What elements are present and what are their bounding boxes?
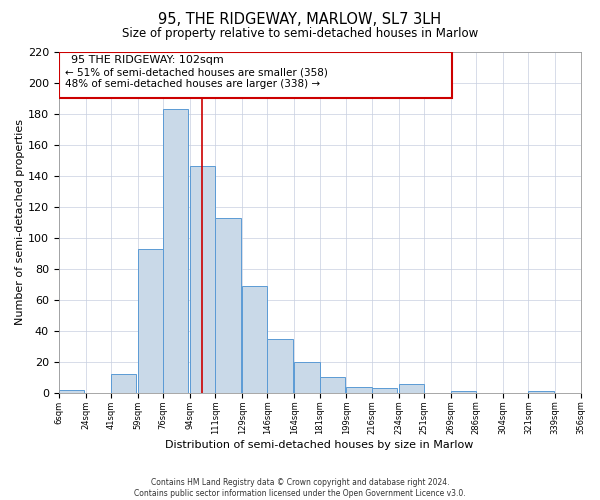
Bar — [320, 378, 345, 393]
Text: Size of property relative to semi-detached houses in Marlow: Size of property relative to semi-detach… — [122, 28, 478, 40]
Bar — [451, 392, 476, 393]
Text: ← 51% of semi-detached houses are smaller (358): ← 51% of semi-detached houses are smalle… — [65, 67, 328, 77]
Bar — [190, 166, 215, 393]
Bar — [372, 388, 397, 393]
Bar — [59, 390, 84, 393]
Bar — [111, 374, 136, 393]
Bar — [529, 392, 554, 393]
X-axis label: Distribution of semi-detached houses by size in Marlow: Distribution of semi-detached houses by … — [166, 440, 474, 450]
Bar — [398, 384, 424, 393]
Bar — [163, 109, 188, 393]
Bar — [138, 248, 163, 393]
Bar — [346, 386, 372, 393]
Y-axis label: Number of semi-detached properties: Number of semi-detached properties — [15, 119, 25, 325]
Text: Contains HM Land Registry data © Crown copyright and database right 2024.
Contai: Contains HM Land Registry data © Crown c… — [134, 478, 466, 498]
Bar — [215, 218, 241, 393]
Text: 95 THE RIDGEWAY: 102sqm: 95 THE RIDGEWAY: 102sqm — [71, 54, 223, 64]
Text: 48% of semi-detached houses are larger (338) →: 48% of semi-detached houses are larger (… — [65, 80, 320, 90]
Bar — [294, 362, 320, 393]
Bar — [242, 286, 268, 393]
Bar — [59, 52, 452, 98]
Bar — [268, 338, 293, 393]
Text: 95, THE RIDGEWAY, MARLOW, SL7 3LH: 95, THE RIDGEWAY, MARLOW, SL7 3LH — [158, 12, 442, 28]
